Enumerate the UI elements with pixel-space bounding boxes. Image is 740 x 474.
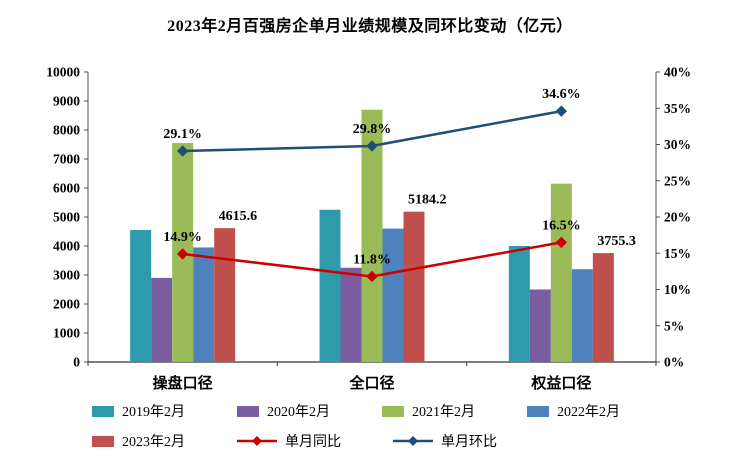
right-tick-label: 15% xyxy=(664,246,691,261)
bar xyxy=(592,253,614,362)
bar xyxy=(214,228,236,362)
bar-value-label: 5184.2 xyxy=(408,193,447,208)
legend-row-1: 2023年2月 单月同比 单月环比 xyxy=(92,428,620,454)
left-tick-label: 5000 xyxy=(53,210,80,225)
legend-label: 单月环比 xyxy=(441,435,497,450)
category-label: 操盘口径 xyxy=(153,374,213,392)
bar xyxy=(403,211,425,362)
legend-label: 单月同比 xyxy=(285,435,341,450)
right-tick-label: 20% xyxy=(664,210,691,225)
legend-item: 2021年2月 xyxy=(382,401,475,421)
legend-bar-swatch xyxy=(527,405,549,417)
legend-label: 2022年2月 xyxy=(557,405,620,420)
bar xyxy=(571,269,593,362)
bar-series-4: 4615.6 5184.2 3755.3 xyxy=(214,193,636,362)
bar xyxy=(361,109,383,362)
bar xyxy=(550,183,572,362)
right-tick-label: 40% xyxy=(664,65,691,80)
bar xyxy=(529,289,551,362)
diamond-marker xyxy=(176,145,189,157)
line-value-label: 29.8% xyxy=(353,122,392,137)
left-tick-label: 3000 xyxy=(53,268,80,283)
bar xyxy=(130,230,152,362)
bar-series-0 xyxy=(130,209,530,362)
legend-label: 2020年2月 xyxy=(267,405,330,420)
legend-item: 单月同比 xyxy=(237,431,341,451)
legend-label: 2021年2月 xyxy=(412,405,475,420)
left-tick-label: 9000 xyxy=(53,94,80,109)
legend-diamond-marker xyxy=(408,436,418,446)
bar-value-label: 3755.3 xyxy=(597,234,636,249)
diamond-marker xyxy=(555,105,568,117)
legend-bar-swatch xyxy=(237,405,259,417)
right-tick-label: 10% xyxy=(664,282,691,297)
right-tick-label: 35% xyxy=(664,101,691,116)
diamond-marker xyxy=(176,248,189,260)
legend-label: 2019年2月 xyxy=(122,405,185,420)
right-tick-label: 5% xyxy=(664,318,684,333)
bar xyxy=(151,277,173,362)
diamond-marker xyxy=(366,270,378,283)
legend-line-swatch xyxy=(393,436,433,446)
line-value-label: 14.9% xyxy=(163,230,202,245)
category-label: 全口径 xyxy=(348,374,394,392)
chart-legend: 2019年2月 2020年2月 2021年2月 2022年2月 2023年2月 单月同比 单… xyxy=(92,394,620,454)
bar xyxy=(193,247,215,362)
legend-item: 2022年2月 xyxy=(527,401,620,421)
left-tick-label: 1000 xyxy=(53,326,80,341)
bar xyxy=(382,228,404,362)
legend-label: 2023年2月 xyxy=(122,435,185,450)
legend-item: 单月环比 xyxy=(393,431,497,451)
legend-line-swatch xyxy=(237,436,277,446)
line-value-label: 16.5% xyxy=(542,218,581,233)
category-label: 权益口径 xyxy=(530,374,591,392)
bar xyxy=(508,246,530,362)
left-tick-label: 2000 xyxy=(53,297,80,312)
line-value-label: 29.1% xyxy=(163,127,202,142)
legend-bar-swatch xyxy=(92,405,114,417)
legend-diamond-marker xyxy=(252,436,262,446)
bar xyxy=(340,267,362,362)
bar-series-1 xyxy=(151,267,551,362)
legend-item: 2019年2月 xyxy=(92,401,185,421)
diamond-marker xyxy=(366,140,378,152)
left-tick-label: 8000 xyxy=(53,123,80,138)
left-tick-label: 10000 xyxy=(46,65,80,80)
left-tick-label: 0 xyxy=(73,355,80,370)
legend-bar-swatch xyxy=(92,435,114,447)
right-tick-label: 25% xyxy=(664,173,691,188)
left-tick-label: 4000 xyxy=(53,239,80,254)
line-series-0: 14.9% 11.8% 16.5% xyxy=(163,218,581,283)
right-tick-label: 0% xyxy=(664,355,684,370)
chart-title: 2023年2月百强房企单月业绩规模及同环比变动（亿元） xyxy=(167,18,573,35)
bar-series-3 xyxy=(193,228,593,362)
legend-bar-swatch xyxy=(382,405,404,417)
legend-item: 2020年2月 xyxy=(237,401,330,421)
diamond-marker xyxy=(555,236,568,249)
combo-chart-canvas: 0 1000 2000 3000 4000 5000 6000 7000 8000 9000 100… xyxy=(46,65,691,392)
right-tick-label: 30% xyxy=(664,137,691,152)
legend-item: 2023年2月 xyxy=(92,431,185,451)
line-value-label: 11.8% xyxy=(353,252,391,267)
legend-row-0: 2019年2月 2020年2月 2021年2月 2022年2月 xyxy=(92,398,620,424)
left-tick-label: 6000 xyxy=(53,181,80,196)
line-series-1: 29.1% 29.8% 34.6% xyxy=(163,87,581,157)
bar xyxy=(319,209,341,362)
bar-value-label: 4615.6 xyxy=(219,209,258,224)
left-tick-label: 7000 xyxy=(53,152,80,167)
line-value-label: 34.6% xyxy=(542,87,581,102)
